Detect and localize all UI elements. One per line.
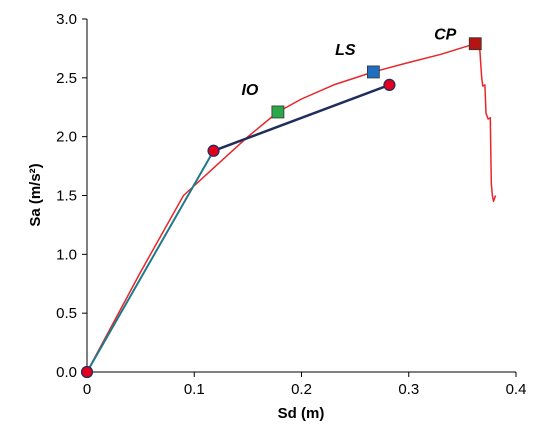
x-axis-title: Sd (m) <box>278 405 325 422</box>
y-tick-label: 0.0 <box>56 364 77 381</box>
marker-layer <box>80 78 396 379</box>
post-yield-line <box>213 83 390 152</box>
performance-label-cp: CP <box>434 27 457 44</box>
performance-point-io <box>271 105 285 119</box>
performance-point-ls <box>366 65 380 79</box>
bilinear-point-marker <box>207 144 220 157</box>
y-tick-label: 2.0 <box>56 129 77 146</box>
y-tick-label: 1.0 <box>56 246 77 263</box>
y-ticks: 0.0 0.5 1.0 1.5 2.0 2.5 3.0 <box>56 11 87 381</box>
performance-points-layer: IO LS CP <box>241 27 482 119</box>
x-ticks: 0 0.1 0.2 0.3 0.4 <box>83 372 527 398</box>
y-tick-label: 0.5 <box>56 305 77 322</box>
initial-stiffness-line <box>86 150 215 373</box>
x-tick-label: 0.3 <box>398 381 419 398</box>
x-tick-label: 0.1 <box>184 381 205 398</box>
performance-label-ls: LS <box>335 42 356 59</box>
bilinear-point-marker <box>80 365 94 379</box>
bilinear-point-marker <box>383 78 396 91</box>
performance-label-io: IO <box>241 82 258 99</box>
x-tick-label: 0.4 <box>506 381 527 398</box>
y-axis-title: Sa (m/s²) <box>27 163 44 226</box>
x-tick-label: 0 <box>83 381 91 398</box>
y-tick-label: 2.5 <box>56 70 77 87</box>
y-tick-label: 3.0 <box>56 11 77 28</box>
y-tick-label: 1.5 <box>56 188 77 205</box>
performance-point-cp <box>468 37 482 51</box>
x-tick-label: 0.2 <box>291 381 312 398</box>
